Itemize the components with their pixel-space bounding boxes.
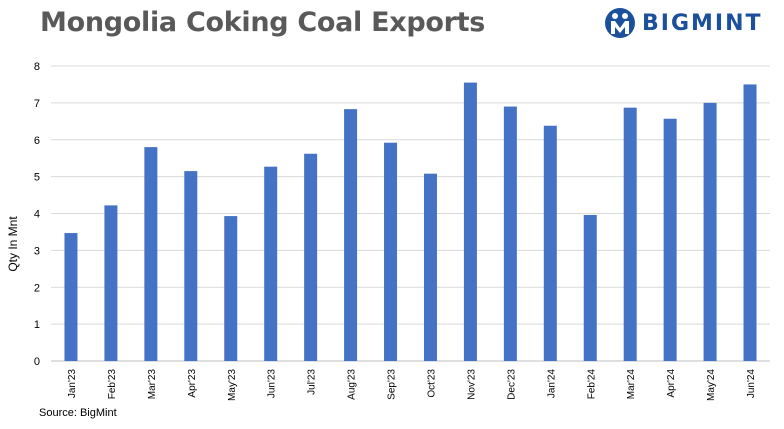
bar-feb-24 — [583, 214, 597, 361]
x-tick-label: Feb'23 — [107, 369, 118, 400]
bar-jan-24 — [543, 125, 557, 361]
x-tick-label: May'24 — [706, 369, 717, 401]
y-tick-label: 7 — [34, 98, 40, 110]
bar-dec-23 — [503, 106, 517, 361]
x-tick-label: Apr'23 — [187, 369, 198, 398]
bar-feb-23 — [104, 205, 118, 361]
x-tick-label: Mar'24 — [626, 369, 637, 400]
bars — [64, 82, 757, 361]
x-tick-label: Mar'23 — [147, 369, 158, 400]
y-tick-label: 6 — [34, 135, 40, 147]
bigmint-logo-icon — [605, 8, 635, 38]
x-tick-label: Jun'24 — [746, 369, 757, 399]
bar-apr-24 — [663, 118, 677, 361]
bar-nov-23 — [463, 82, 477, 361]
x-tick-label: Sep'23 — [387, 369, 398, 400]
bar-may-23 — [224, 216, 238, 361]
y-tick-label: 3 — [34, 245, 40, 257]
bar-apr-23 — [184, 171, 198, 361]
x-tick-label: Jan'23 — [67, 369, 78, 399]
bar-may-24 — [703, 102, 717, 361]
x-tick-label: Jun'23 — [267, 369, 278, 399]
brand-name: BIGMINT — [642, 10, 763, 36]
y-tick-label: 2 — [34, 282, 40, 294]
y-tick-label: 0 — [34, 356, 40, 368]
x-tick-label: Aug'23 — [347, 369, 358, 400]
source-note: Source: BigMint — [39, 407, 117, 419]
bar-mar-24 — [623, 107, 637, 361]
x-tick-label: Dec'23 — [506, 369, 517, 400]
brand-logo: BIGMINT — [604, 6, 763, 40]
y-tick-label: 8 — [34, 61, 40, 73]
x-tick-label: Nov'23 — [466, 369, 477, 400]
x-tick-label: Feb'24 — [586, 369, 597, 400]
x-tick-label: Apr'24 — [666, 369, 677, 398]
x-tick-label: Jul'23 — [307, 369, 318, 395]
x-tick-label: Oct'23 — [426, 369, 437, 398]
y-tick-label: 4 — [34, 209, 40, 221]
bar-aug-23 — [344, 109, 358, 361]
x-axis: Jan'23 Feb'23 Mar'23 Apr'23 May'23 Jun'23 Jul'… — [67, 369, 757, 401]
bar-jan-23 — [64, 233, 78, 361]
gridlines — [51, 65, 770, 362]
x-tick-label: May'23 — [227, 369, 238, 401]
bar-mar-23 — [144, 147, 158, 361]
chart-title: Mongolia Coking Coal Exports — [40, 7, 486, 38]
y-tick-label: 5 — [34, 172, 40, 184]
bar-jun-24 — [743, 84, 757, 361]
x-tick-label: Jan'24 — [546, 369, 557, 399]
y-axis-label: Qty In Mnt — [6, 216, 20, 272]
bar-jun-23 — [264, 166, 278, 361]
bar-jul-23 — [304, 153, 318, 361]
y-axis: 0 1 2 3 4 5 6 7 8 — [34, 61, 40, 368]
y-tick-label: 1 — [34, 319, 40, 331]
bar-sep-23 — [384, 142, 398, 361]
bar-oct-23 — [423, 173, 437, 361]
